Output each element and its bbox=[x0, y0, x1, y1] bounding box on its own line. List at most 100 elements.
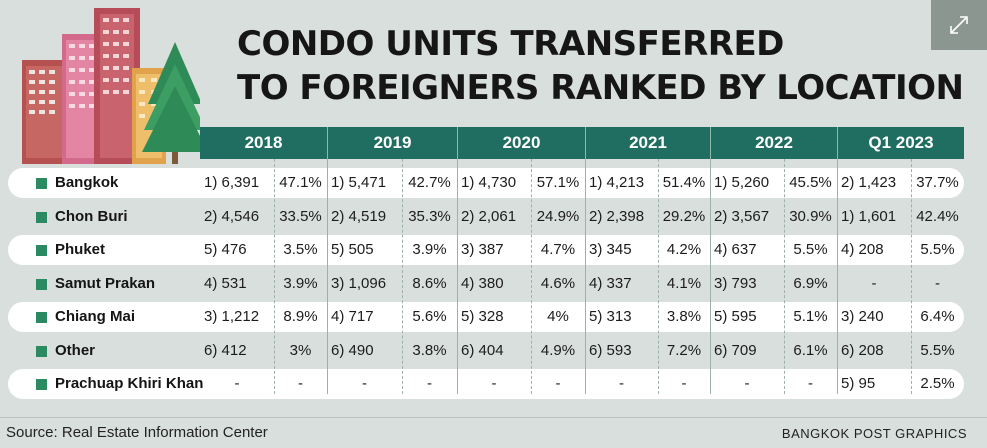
row-location-label: Other bbox=[55, 341, 96, 359]
cell-rank-units: 6) 593 bbox=[589, 341, 632, 359]
cell-rank-units: 2) 2,061 bbox=[461, 207, 517, 225]
cell-rank-units: 5) 505 bbox=[331, 241, 374, 258]
column-divider bbox=[585, 159, 586, 394]
cell-share-percent: - bbox=[681, 375, 687, 392]
cell-share-percent: 4.2% bbox=[666, 241, 702, 258]
cell-share-percent: 3.8% bbox=[666, 308, 702, 325]
cell-rank-units: 4) 637 bbox=[714, 241, 757, 258]
cell-share-percent: 24.9% bbox=[536, 207, 580, 225]
row-marker-square bbox=[36, 178, 47, 189]
row-marker-square bbox=[36, 278, 47, 290]
table-row-band bbox=[8, 302, 964, 332]
cell-rank-units: 1) 5,260 bbox=[714, 174, 770, 191]
cell-share-percent: 2.5% bbox=[920, 375, 955, 392]
cell-rank-units: 6) 404 bbox=[461, 341, 504, 359]
cell-rank-units: 3) 793 bbox=[714, 274, 757, 292]
cell-share-percent: - bbox=[808, 375, 813, 392]
cell-share-percent: 6.4% bbox=[920, 308, 955, 325]
column-divider bbox=[457, 159, 458, 394]
cell-share-percent: - bbox=[555, 375, 561, 392]
subcolumn-divider bbox=[658, 159, 659, 394]
cell-share-percent: 35.3% bbox=[408, 207, 451, 225]
cell-share-percent: 29.2% bbox=[662, 207, 706, 225]
subcolumn-divider bbox=[531, 159, 532, 394]
cell-rank-units: 2) 3,567 bbox=[714, 207, 770, 225]
row-location-label: Chiang Mai bbox=[55, 308, 136, 325]
cell-share-percent: 4% bbox=[547, 308, 569, 325]
cell-rank-units: 1) 6,391 bbox=[204, 174, 260, 191]
cell-rank-units: 5) 328 bbox=[461, 308, 504, 325]
row-marker-square bbox=[36, 245, 47, 256]
cell-rank-units: 6) 709 bbox=[714, 341, 757, 359]
row-location-label: Phuket bbox=[55, 241, 106, 258]
cell-rank-units: 1) 4,730 bbox=[461, 174, 517, 191]
cell-share-percent: 42.7% bbox=[408, 174, 451, 191]
cell-rank-units: 3) 345 bbox=[589, 241, 632, 258]
cell-share-percent: 4.1% bbox=[666, 274, 702, 292]
column-header: 2021 bbox=[585, 127, 710, 159]
graphics-credit: BANGKOK POST GRAPHICS bbox=[781, 426, 967, 441]
cell-share-percent: 30.9% bbox=[789, 207, 832, 225]
cell-share-percent: 3% bbox=[289, 341, 312, 359]
cell-rank-units: - bbox=[871, 274, 877, 292]
column-header: 2019 bbox=[327, 127, 457, 159]
cell-rank-units: 6) 490 bbox=[331, 341, 374, 359]
column-header: Q1 2023 bbox=[837, 127, 964, 159]
subcolumn-divider bbox=[402, 159, 403, 394]
cell-rank-units: 3) 1,096 bbox=[331, 274, 387, 292]
cell-share-percent: - bbox=[427, 375, 432, 392]
cell-share-percent: 47.1% bbox=[279, 174, 322, 191]
column-divider bbox=[837, 159, 838, 394]
buildings-illustration bbox=[22, 8, 200, 164]
cell-rank-units: 6) 208 bbox=[841, 341, 884, 359]
expand-button[interactable] bbox=[931, 0, 987, 50]
cell-rank-units: 4) 380 bbox=[461, 274, 504, 292]
cell-share-percent: 42.4% bbox=[916, 207, 959, 225]
cell-share-percent: 5.5% bbox=[920, 241, 955, 258]
expand-arrows-icon bbox=[950, 16, 968, 34]
cell-rank-units: 1) 4,213 bbox=[589, 174, 645, 191]
chart-title: CONDO UNITS TRANSFERRED TO FOREIGNERS RA… bbox=[237, 22, 964, 110]
cell-share-percent: 8.9% bbox=[283, 308, 318, 325]
column-header: 2018 bbox=[244, 133, 283, 152]
cell-rank-units: 1) 5,471 bbox=[331, 174, 387, 191]
cell-share-percent: 57.1% bbox=[536, 174, 580, 191]
cell-share-percent: 5.6% bbox=[412, 308, 447, 325]
cell-rank-units: 4) 337 bbox=[589, 274, 632, 292]
cell-share-percent: - bbox=[298, 375, 303, 392]
cell-share-percent: 3.5% bbox=[283, 241, 318, 258]
cell-share-percent: 51.4% bbox=[662, 174, 706, 191]
cell-share-percent: 45.5% bbox=[789, 174, 832, 191]
cell-share-percent: 33.5% bbox=[279, 207, 322, 225]
row-marker-square bbox=[36, 345, 47, 357]
cell-rank-units: 1) 1,601 bbox=[841, 207, 897, 225]
cell-rank-units: 5) 95 bbox=[841, 375, 876, 392]
cell-share-percent: - bbox=[935, 274, 940, 292]
column-header: 2020 bbox=[457, 127, 585, 159]
table-row-band bbox=[8, 235, 964, 265]
cell-rank-units: 2) 1,423 bbox=[841, 174, 897, 191]
column-divider bbox=[710, 159, 711, 394]
row-marker-square bbox=[36, 312, 47, 323]
footer-divider bbox=[0, 417, 987, 418]
cell-rank-units: 5) 595 bbox=[714, 308, 757, 325]
subcolumn-divider bbox=[911, 159, 912, 394]
cell-share-percent: 6.1% bbox=[793, 341, 828, 359]
cell-share-percent: 7.2% bbox=[666, 341, 702, 359]
title-line-2: TO FOREIGNERS RANKED BY LOCATION bbox=[237, 68, 964, 108]
column-header: 2022 bbox=[710, 127, 837, 159]
table-row-band bbox=[8, 369, 964, 399]
cell-share-percent: 4.7% bbox=[540, 241, 576, 258]
cell-share-percent: 5.5% bbox=[793, 241, 828, 258]
column-divider bbox=[327, 159, 328, 394]
cell-rank-units: 5) 313 bbox=[589, 308, 632, 325]
cell-share-percent: 5.5% bbox=[920, 341, 955, 359]
cell-share-percent: 3.9% bbox=[283, 274, 318, 292]
cell-share-percent: 4.9% bbox=[540, 341, 576, 359]
row-location-label: Prachuap Khiri Khan bbox=[55, 375, 204, 392]
row-marker-square bbox=[36, 211, 47, 223]
cell-rank-units: 3) 1,212 bbox=[204, 308, 260, 325]
cell-rank-units: 2) 4,546 bbox=[204, 207, 260, 225]
cell-rank-units: 6) 412 bbox=[204, 341, 247, 359]
